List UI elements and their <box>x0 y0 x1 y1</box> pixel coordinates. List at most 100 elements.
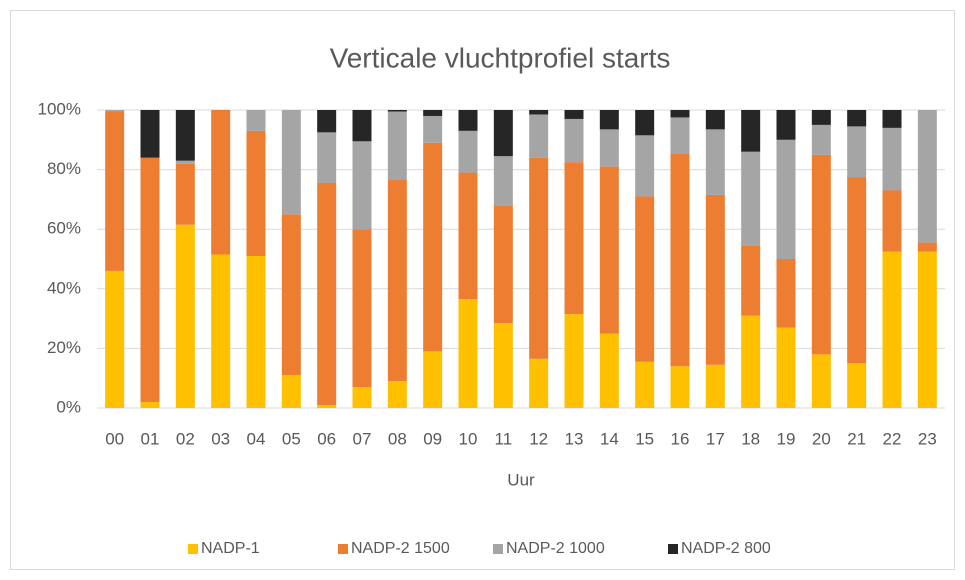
x-tick-label: 15 <box>635 429 654 448</box>
bar-segment <box>776 139 796 259</box>
bar-segment <box>847 110 867 127</box>
y-tick-label: 20% <box>47 338 81 357</box>
bar-segment <box>281 110 301 215</box>
legend-swatch <box>668 544 678 554</box>
bar-segment <box>882 110 902 128</box>
bar-segment <box>847 363 867 408</box>
y-tick-label: 0% <box>56 397 81 416</box>
legend-label: NADP-2 800 <box>681 540 771 557</box>
x-tick-label: 23 <box>918 429 937 448</box>
bar-segment <box>776 110 796 140</box>
bar-segment <box>493 205 513 324</box>
bar-segment <box>670 153 690 367</box>
bar-segment <box>635 361 655 408</box>
bar-segment <box>458 110 478 131</box>
bar-segment <box>246 130 266 257</box>
bar-segment <box>599 166 619 334</box>
legend-swatch <box>188 544 198 554</box>
bar-segment <box>317 110 337 133</box>
bar-segment <box>705 194 725 365</box>
bar-segment <box>352 387 372 408</box>
bar-segment <box>599 110 619 130</box>
x-tick-label: 14 <box>600 429 619 448</box>
x-tick-label: 02 <box>176 429 195 448</box>
bar-segment <box>564 118 584 163</box>
bar-segment <box>387 111 407 181</box>
legend-swatch <box>493 544 503 554</box>
x-tick-label: 17 <box>706 429 725 448</box>
bar-segment <box>811 124 831 155</box>
x-tick-label: 00 <box>105 429 124 448</box>
bar-segment <box>211 110 231 255</box>
bar-segment <box>458 299 478 408</box>
x-tick-label: 09 <box>423 429 442 448</box>
bar-segment <box>387 381 407 408</box>
x-tick-label: 01 <box>141 429 160 448</box>
bar-segment <box>811 354 831 408</box>
bar-segment <box>882 190 902 252</box>
bar-segment <box>105 111 125 271</box>
bar-segment <box>847 126 867 178</box>
x-tick-label: 12 <box>529 429 548 448</box>
x-tick-label: 20 <box>812 429 831 448</box>
legend-swatch <box>338 544 348 554</box>
bar-segment <box>458 172 478 300</box>
bar-segment <box>175 163 195 225</box>
bar-segment <box>105 270 125 408</box>
x-tick-label: 18 <box>741 429 760 448</box>
bar-segment <box>564 110 584 119</box>
bar-segment <box>564 314 584 408</box>
x-tick-label: 11 <box>495 429 513 448</box>
bar-segment <box>776 327 796 408</box>
bar-segment <box>281 375 301 408</box>
bar-segment <box>705 364 725 408</box>
bar-segment <box>493 323 513 408</box>
bar-segment <box>529 114 549 158</box>
x-tick-label: 07 <box>353 429 372 448</box>
bar-segment <box>105 110 125 112</box>
bar-segment <box>882 127 902 191</box>
bar-segment <box>741 315 761 408</box>
bar-segment <box>529 157 549 359</box>
bar-segment <box>599 333 619 408</box>
x-tick-label: 16 <box>671 429 690 448</box>
bar-segment <box>776 259 796 328</box>
x-axis-label: Uur <box>507 470 535 489</box>
bar-segment <box>564 162 584 315</box>
bar-segment <box>811 110 831 125</box>
bar-segment <box>917 251 937 408</box>
bar-segment <box>493 156 513 206</box>
bar-segment <box>705 110 725 130</box>
bar-segment <box>317 183 337 406</box>
legend-label: NADP-2 1000 <box>506 540 605 557</box>
bar-segment <box>175 224 195 408</box>
bar-segment <box>670 366 690 408</box>
bar-segment <box>175 110 195 161</box>
bar-segment <box>741 151 761 246</box>
legend-label: NADP-1 <box>201 540 260 557</box>
x-tick-label: 19 <box>777 429 796 448</box>
bar-segment <box>246 256 266 408</box>
x-tick-label: 21 <box>847 429 866 448</box>
bar-segment <box>246 110 266 131</box>
bar-segment <box>352 229 372 388</box>
bar-segment <box>670 117 690 154</box>
bar-segment <box>670 110 690 118</box>
bar-segment <box>423 115 443 143</box>
y-tick-label: 60% <box>47 219 81 238</box>
bar-segment <box>423 351 443 408</box>
bar-segment <box>317 132 337 184</box>
bar-segment <box>493 110 513 157</box>
x-tick-label: 22 <box>883 429 902 448</box>
bar-segment <box>387 180 407 382</box>
bar-segment <box>352 141 372 230</box>
x-tick-label: 10 <box>459 429 478 448</box>
x-tick-label: 08 <box>388 429 407 448</box>
bar-segment <box>635 196 655 362</box>
bar-segment <box>175 160 195 164</box>
bar-segment <box>635 110 655 136</box>
y-tick-label: 100% <box>38 99 81 118</box>
bar-segment <box>387 110 407 112</box>
bar-segment <box>705 129 725 195</box>
